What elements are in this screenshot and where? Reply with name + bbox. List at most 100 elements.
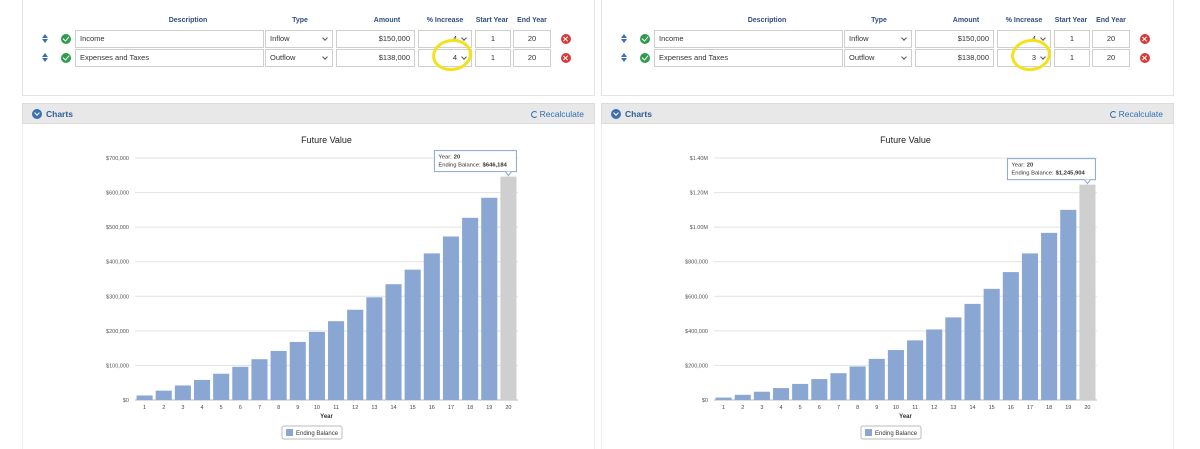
- collapse-chevron-icon[interactable]: [32, 109, 42, 119]
- bar-year-14[interactable]: [964, 303, 981, 400]
- bar-year-11[interactable]: [328, 321, 345, 400]
- bar-year-2[interactable]: [734, 394, 751, 400]
- type-select[interactable]: Inflow: [265, 30, 333, 48]
- bar-year-15[interactable]: [404, 269, 421, 400]
- bar-year-7[interactable]: [251, 359, 268, 400]
- bar-year-17[interactable]: [1021, 253, 1039, 400]
- bar-year-16[interactable]: [423, 253, 440, 400]
- enabled-check-icon[interactable]: [640, 53, 650, 63]
- charts-section-header[interactable]: Charts Recalculate: [22, 103, 595, 124]
- type-select[interactable]: Outflow: [265, 49, 333, 67]
- start-year-input[interactable]: 1: [475, 49, 511, 67]
- description-input[interactable]: Expenses and Taxes: [654, 49, 843, 67]
- bar-year-9[interactable]: [289, 341, 306, 400]
- bar-year-18[interactable]: [462, 217, 479, 400]
- start-year-input[interactable]: 1: [1054, 49, 1090, 67]
- bar-year-4[interactable]: [772, 388, 790, 400]
- enabled-check-icon[interactable]: [61, 34, 71, 44]
- enabled-check-icon[interactable]: [640, 34, 650, 44]
- amount-input[interactable]: $138,000: [915, 49, 994, 67]
- legend-swatch: [286, 429, 293, 436]
- description-input[interactable]: Income: [75, 30, 264, 48]
- start-year-input[interactable]: 1: [1054, 30, 1090, 48]
- end-year-input[interactable]: 20: [1092, 30, 1130, 48]
- delete-row-icon[interactable]: [561, 53, 571, 63]
- chart-title: Future Value: [880, 135, 931, 145]
- bar-year-15[interactable]: [983, 288, 1000, 400]
- bar-year-10[interactable]: [308, 331, 325, 400]
- bar-year-6[interactable]: [232, 366, 249, 400]
- end-year-input[interactable]: 20: [513, 30, 551, 48]
- end-year-input[interactable]: 20: [1092, 49, 1130, 67]
- bar-year-1[interactable]: [136, 395, 153, 400]
- increase-select[interactable]: 4: [418, 30, 472, 48]
- collapse-chevron-icon[interactable]: [611, 109, 621, 119]
- bar-year-7[interactable]: [830, 373, 847, 400]
- type-select[interactable]: Inflow: [844, 30, 912, 48]
- bar-year-13[interactable]: [366, 297, 383, 400]
- bar-year-8[interactable]: [849, 366, 866, 400]
- bar-year-14[interactable]: [385, 284, 402, 400]
- charts-section-header[interactable]: Charts Recalculate: [601, 103, 1174, 124]
- bar-year-5[interactable]: [213, 373, 230, 400]
- x-tick-label: 19: [1065, 405, 1071, 411]
- increase-select[interactable]: 4: [997, 30, 1051, 48]
- bar-year-12[interactable]: [926, 329, 943, 400]
- start-year-input[interactable]: 1: [475, 30, 511, 48]
- bar-year-19[interactable]: [1060, 209, 1077, 400]
- bar-year-10[interactable]: [887, 350, 904, 400]
- bar-year-18[interactable]: [1041, 232, 1058, 400]
- drag-sort-icon[interactable]: [620, 53, 628, 63]
- bar-year-3[interactable]: [174, 385, 191, 400]
- amount-input[interactable]: $150,000: [336, 30, 415, 48]
- delete-row-icon[interactable]: [561, 34, 571, 44]
- amount-input[interactable]: $138,000: [336, 49, 415, 67]
- bar-year-6[interactable]: [811, 379, 828, 400]
- type-select[interactable]: Outflow: [844, 49, 912, 67]
- x-tick-label: 3: [181, 405, 184, 411]
- bar-year-12[interactable]: [347, 309, 364, 400]
- drag-sort-icon[interactable]: [41, 34, 49, 44]
- bar-year-3[interactable]: [753, 391, 770, 400]
- increase-select[interactable]: 4: [418, 49, 472, 67]
- y-tick-label: $1.20M: [690, 191, 709, 197]
- bar-year-16[interactable]: [1002, 272, 1019, 400]
- drag-sort-icon[interactable]: [620, 34, 628, 44]
- recalculate-button[interactable]: Recalculate: [1109, 109, 1163, 119]
- bar-year-5[interactable]: [792, 383, 809, 400]
- x-tick-label: 2: [162, 405, 165, 411]
- bar-year-17[interactable]: [442, 236, 460, 400]
- bar-year-20[interactable]: [1079, 184, 1096, 400]
- chart-legend[interactable]: Ending Balance: [860, 425, 922, 440]
- bar-year-4[interactable]: [193, 379, 211, 400]
- bar-year-20[interactable]: [500, 176, 517, 400]
- x-tick-label: 14: [969, 405, 975, 411]
- enabled-check-icon[interactable]: [61, 53, 71, 63]
- increase-select[interactable]: 3: [997, 49, 1051, 67]
- bar-year-1[interactable]: [715, 397, 732, 400]
- end-year-input[interactable]: 20: [513, 49, 551, 67]
- bar-year-13[interactable]: [945, 317, 962, 400]
- bar-year-9[interactable]: [868, 358, 885, 400]
- recalculate-button[interactable]: Recalculate: [530, 109, 584, 119]
- delete-row-icon[interactable]: [1140, 34, 1150, 44]
- chevron-down-icon: [322, 54, 328, 60]
- column-header-description: Description: [747, 17, 787, 24]
- type-value: Outflow: [270, 53, 296, 62]
- amount-input[interactable]: $150,000: [915, 30, 994, 48]
- bar-year-11[interactable]: [907, 340, 924, 400]
- x-tick-label: 1: [722, 405, 725, 411]
- x-tick-label: 5: [220, 405, 223, 411]
- description-input[interactable]: Income: [654, 30, 843, 48]
- increase-value: 4: [452, 34, 457, 43]
- x-tick-label: 12: [931, 405, 937, 411]
- x-tick-label: 10: [893, 405, 899, 411]
- bar-year-2[interactable]: [155, 390, 172, 400]
- drag-sort-icon[interactable]: [41, 53, 49, 63]
- description-input[interactable]: Expenses and Taxes: [75, 49, 264, 67]
- bar-year-8[interactable]: [270, 350, 287, 400]
- bar-year-19[interactable]: [481, 197, 498, 400]
- delete-row-icon[interactable]: [1140, 53, 1150, 63]
- x-tick-label: 10: [314, 405, 320, 411]
- chart-legend[interactable]: Ending Balance: [281, 425, 343, 440]
